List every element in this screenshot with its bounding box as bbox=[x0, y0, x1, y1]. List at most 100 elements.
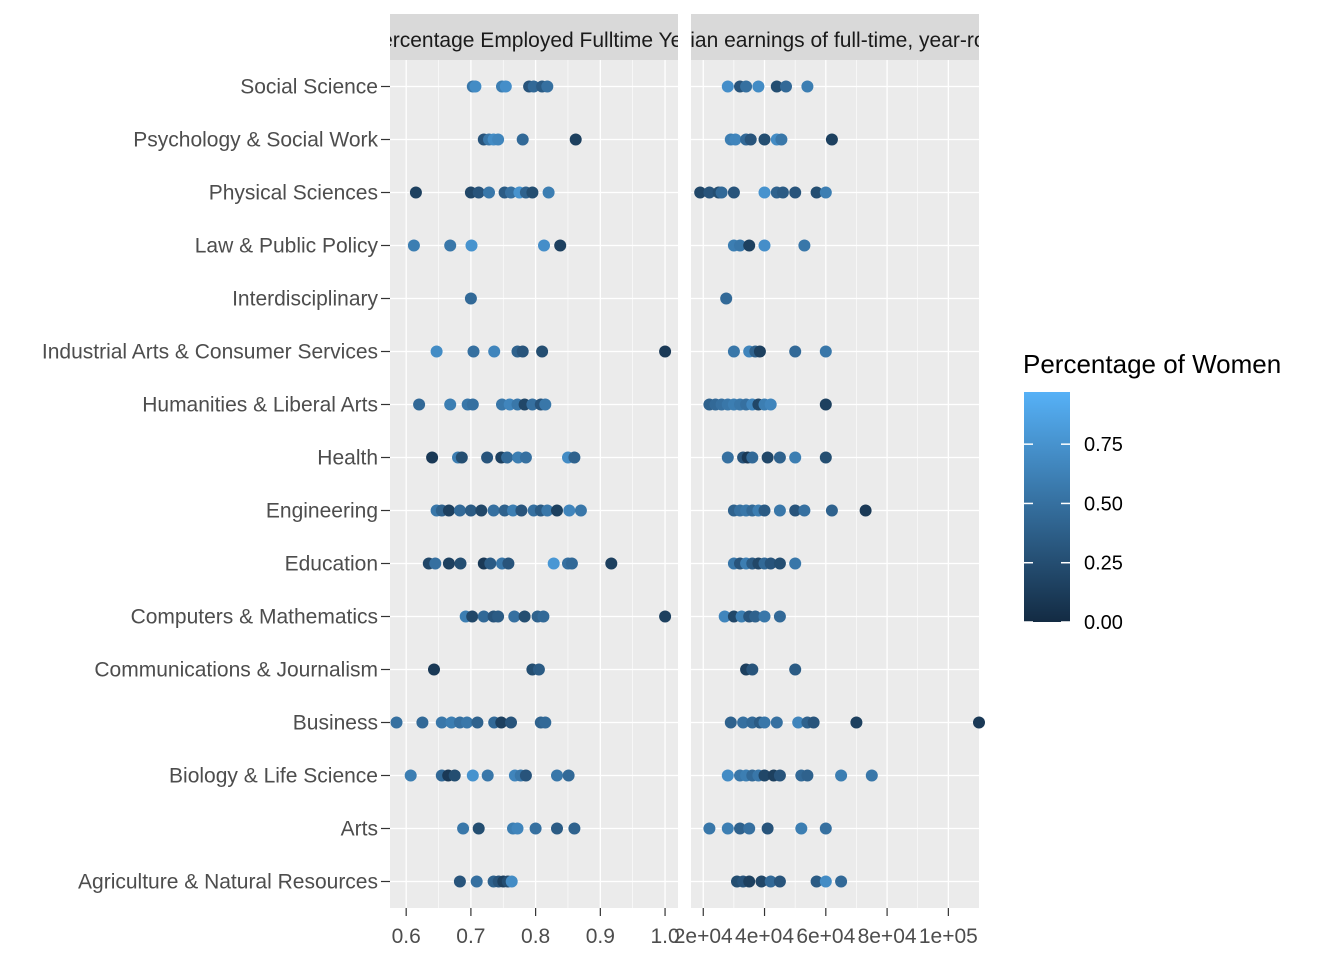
data-point bbox=[465, 505, 477, 517]
data-point bbox=[512, 823, 524, 835]
data-point bbox=[973, 717, 985, 729]
data-point bbox=[789, 346, 801, 358]
data-point bbox=[722, 770, 734, 782]
data-point bbox=[720, 293, 732, 305]
data-point bbox=[716, 187, 728, 199]
data-point bbox=[820, 823, 832, 835]
y-tick-label: Social Science bbox=[240, 76, 378, 99]
data-point bbox=[408, 240, 420, 252]
x-tick-label: 1e+05 bbox=[919, 925, 978, 948]
data-point bbox=[457, 823, 469, 835]
facet-strip: Median earnings of full-time, year-round bbox=[649, 14, 1020, 60]
x-tick-label: 0.6 bbox=[392, 925, 421, 948]
x-tick-label: 4e+04 bbox=[735, 925, 794, 948]
data-point bbox=[533, 664, 545, 676]
data-point bbox=[520, 452, 532, 464]
data-point bbox=[536, 346, 548, 358]
data-point bbox=[520, 770, 532, 782]
data-point bbox=[659, 611, 671, 623]
data-point bbox=[454, 876, 466, 888]
data-point bbox=[759, 240, 771, 252]
data-point bbox=[743, 823, 755, 835]
data-point bbox=[801, 81, 813, 93]
data-point bbox=[759, 187, 771, 199]
data-point bbox=[659, 346, 671, 358]
data-point bbox=[492, 134, 504, 146]
data-point bbox=[505, 717, 517, 729]
data-point bbox=[488, 505, 500, 517]
data-point bbox=[762, 823, 774, 835]
y-tick-label: Biology & Life Science bbox=[169, 765, 378, 788]
data-point bbox=[820, 452, 832, 464]
data-point bbox=[405, 770, 417, 782]
data-point bbox=[431, 346, 443, 358]
data-point bbox=[471, 876, 483, 888]
data-point bbox=[722, 81, 734, 93]
x-tick-label: 2e+04 bbox=[674, 925, 733, 948]
data-point bbox=[820, 187, 832, 199]
y-tick-label: Engineering bbox=[266, 500, 378, 523]
data-point bbox=[746, 664, 758, 676]
data-point bbox=[444, 399, 456, 411]
data-point bbox=[466, 240, 478, 252]
data-point bbox=[725, 717, 737, 729]
data-point bbox=[454, 505, 466, 517]
data-point bbox=[519, 611, 531, 623]
color-legend: Percentage of Women0.000.250.500.75 bbox=[1023, 349, 1281, 634]
facet-strip: Percentage Employed Fulltime Year bbox=[367, 14, 701, 60]
x-tick-label: 0.9 bbox=[586, 925, 615, 948]
data-point bbox=[456, 452, 468, 464]
facet-panels: Percentage Employed Fulltime Year0.6 0.7 0… bbox=[367, 14, 1021, 948]
data-point bbox=[541, 81, 553, 93]
data-point bbox=[801, 770, 813, 782]
data-point bbox=[563, 770, 575, 782]
data-point bbox=[543, 187, 555, 199]
data-point bbox=[566, 558, 578, 570]
data-point bbox=[551, 770, 563, 782]
data-point bbox=[746, 452, 758, 464]
data-point bbox=[774, 611, 786, 623]
data-point bbox=[771, 717, 783, 729]
y-tick-label: Physical Sciences bbox=[209, 182, 378, 205]
y-tick-label: Health bbox=[317, 447, 378, 470]
data-point bbox=[774, 558, 786, 570]
data-point bbox=[835, 770, 847, 782]
data-point bbox=[575, 505, 587, 517]
legend-tick-label: 0.50 bbox=[1084, 493, 1123, 515]
data-point bbox=[548, 558, 560, 570]
data-point bbox=[502, 558, 514, 570]
data-point bbox=[461, 717, 473, 729]
data-point bbox=[759, 134, 771, 146]
data-point bbox=[471, 717, 483, 729]
data-point bbox=[483, 187, 495, 199]
legend-colorbar bbox=[1024, 392, 1070, 622]
data-point bbox=[774, 505, 786, 517]
data-point bbox=[728, 187, 740, 199]
data-point bbox=[759, 717, 771, 729]
y-tick-label: Law & Public Policy bbox=[195, 235, 379, 258]
y-tick-label: Humanities & Liberal Arts bbox=[142, 394, 378, 417]
data-point bbox=[570, 134, 582, 146]
y-tick-label: Education bbox=[285, 553, 378, 576]
data-point bbox=[467, 770, 479, 782]
data-point bbox=[492, 611, 504, 623]
data-point bbox=[860, 505, 872, 517]
x-tick-label: 6e+04 bbox=[796, 925, 855, 948]
data-point bbox=[443, 505, 455, 517]
data-point bbox=[539, 717, 551, 729]
strip-label: Median earnings of full-time, year-round bbox=[649, 29, 1020, 52]
data-point bbox=[488, 346, 500, 358]
data-point bbox=[820, 346, 832, 358]
data-point bbox=[539, 399, 551, 411]
y-tick-label: Arts bbox=[341, 818, 378, 841]
data-point bbox=[455, 558, 467, 570]
data-point bbox=[413, 399, 425, 411]
data-point bbox=[473, 823, 485, 835]
legend-tick-label: 0.00 bbox=[1084, 612, 1123, 634]
data-point bbox=[774, 452, 786, 464]
data-point bbox=[428, 664, 440, 676]
data-point bbox=[484, 558, 496, 570]
x-tick-label: 0.8 bbox=[521, 925, 550, 948]
data-point bbox=[820, 876, 832, 888]
data-point bbox=[765, 399, 777, 411]
